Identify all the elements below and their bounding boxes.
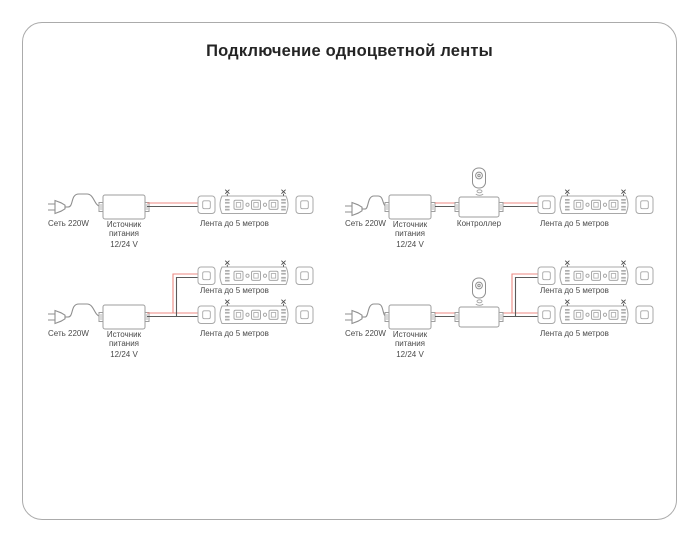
psu-label-2: питания <box>395 229 425 238</box>
strip-label: Лента до 5 метров <box>200 286 269 295</box>
power-cable <box>67 193 101 208</box>
plug-icon <box>344 309 366 325</box>
psu-voltage-label: 12/24 V <box>396 350 424 359</box>
led-strip <box>537 299 654 324</box>
strip-label: Лента до 5 метров <box>540 219 609 228</box>
signal-icon <box>475 299 484 306</box>
strip-label: Лента до 5 метров <box>200 329 269 338</box>
plug-icon <box>344 201 366 217</box>
led-strip <box>197 189 314 214</box>
strip-label: Лента до 5 метров <box>540 286 609 295</box>
psu-voltage-label: 12/24 V <box>110 240 138 249</box>
led-strip <box>537 189 654 214</box>
diagram-psu-one-strip: Сеть 220W Источник питания 12/24 V Лента… <box>47 189 314 249</box>
power-supply-box <box>98 304 150 330</box>
power-cable <box>67 303 101 318</box>
psu-label-2: питания <box>109 229 139 238</box>
remote-icon <box>472 277 486 299</box>
power-cable <box>364 303 387 318</box>
psu-label-2: питания <box>109 339 139 348</box>
page-title: Подключение одноцветной ленты <box>206 42 493 60</box>
signal-icon <box>475 189 484 196</box>
psu-label-1: Источник <box>107 330 142 339</box>
controller-label: Контроллер <box>457 219 502 228</box>
psu-label-1: Источник <box>393 220 428 229</box>
diagram-psu-controller-two-strips: Лента до 5 метров Сеть 220W Источник пит… <box>344 260 654 359</box>
led-strip <box>197 260 314 285</box>
psu-voltage-label: 12/24 V <box>396 240 424 249</box>
wire-black <box>147 276 200 318</box>
controller-box <box>454 306 504 328</box>
diagram-psu-controller-one-strip: Сеть 220W Источник питания 12/24 V Контр… <box>344 167 654 249</box>
power-supply-box <box>384 194 436 220</box>
strip-label: Лента до 5 метров <box>540 329 609 338</box>
power-cable <box>364 195 387 210</box>
remote-icon <box>472 167 486 189</box>
psu-voltage-label: 12/24 V <box>110 350 138 359</box>
plug-icon <box>47 199 69 215</box>
controller-box <box>454 196 504 218</box>
power-supply-box <box>384 304 436 330</box>
psu-label-1: Источник <box>393 330 428 339</box>
strip-label: Лента до 5 метров <box>200 219 269 228</box>
psu-label-2: питания <box>395 339 425 348</box>
power-supply-box <box>98 194 150 220</box>
wire-black <box>435 276 540 318</box>
psu-label-1: Источник <box>107 220 142 229</box>
plug-icon <box>47 309 69 325</box>
mains-label: Сеть 220W <box>345 219 386 228</box>
led-strip <box>197 299 314 324</box>
mains-label: Сеть 220W <box>345 329 386 338</box>
led-strip <box>537 260 654 285</box>
wire-red <box>147 273 200 314</box>
diagram-psu-two-strips: Лента до 5 метров Сеть 220W Источник пит… <box>47 260 314 359</box>
mains-label: Сеть 220W <box>48 329 89 338</box>
mains-label: Сеть 220W <box>48 219 89 228</box>
wire-red <box>435 273 540 314</box>
